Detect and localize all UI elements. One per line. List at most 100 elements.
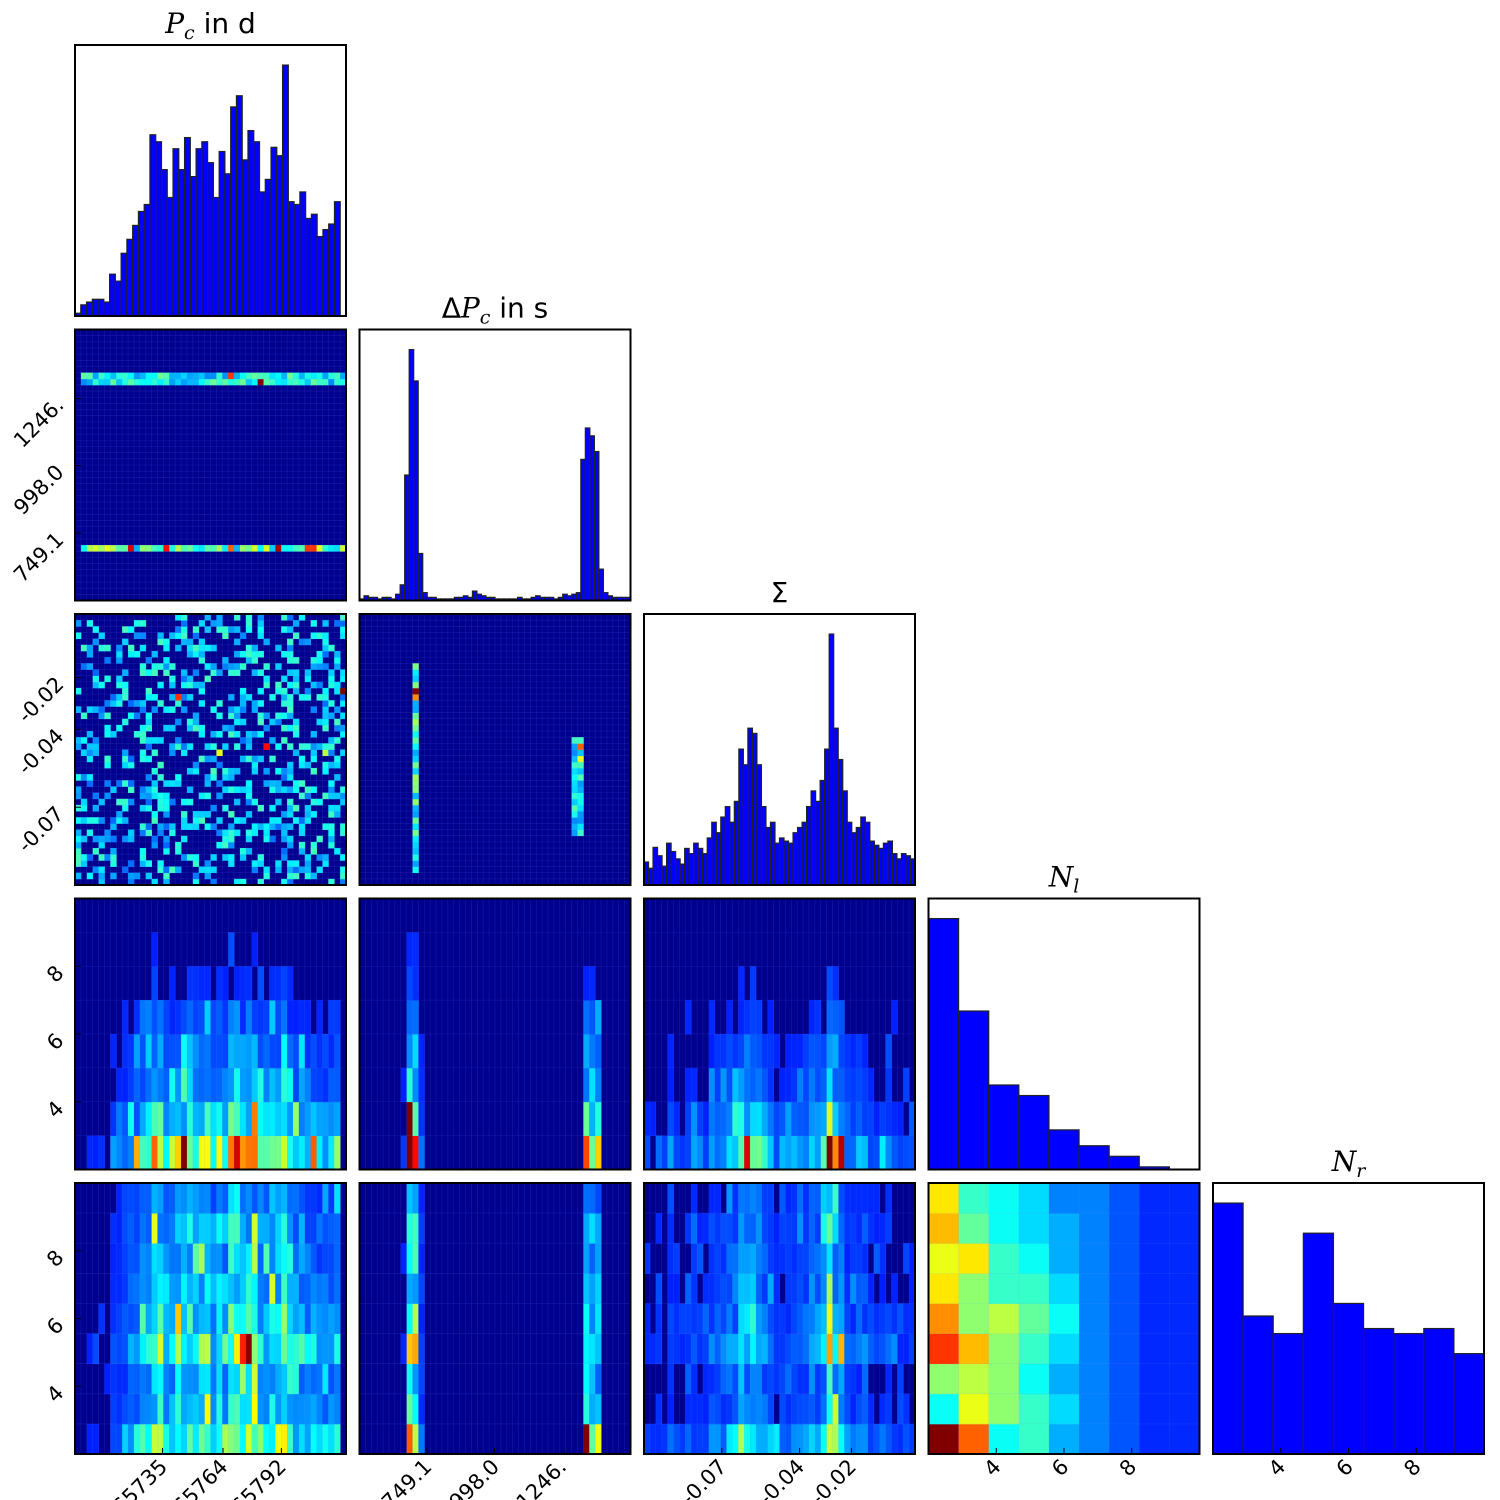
heatmap-cell [198,1101,206,1137]
heatmap-cell [328,1303,335,1334]
heatmap-cell [192,1000,200,1035]
heatmap-cell [732,1034,739,1069]
hist-bar [108,273,116,317]
heatmap-cell [595,1135,602,1170]
heatmap-cell [104,545,111,552]
heatmap-cell [257,632,264,640]
heatmap-cell [322,1213,329,1244]
heatmap-cell [239,700,247,707]
heatmap-cell [838,1034,845,1069]
heatmap-cell [744,1363,751,1395]
heatmap-cell [928,1423,960,1455]
heatmap-cell [667,1034,674,1069]
hist-bar [293,203,301,317]
hist-bar [846,821,853,886]
heatmap-cell [328,737,335,744]
heatmap-cell [418,1243,425,1274]
heatmap-cell [122,1393,129,1425]
heatmap-cell [838,1333,845,1365]
y-tick-label-nl: 4 [42,1096,68,1122]
heatmap-cell [163,1034,170,1069]
heatmap-cell [820,1243,828,1274]
heatmap-cell [334,1213,341,1244]
heatmap-cell [832,1101,839,1137]
heatmap-cell [779,1183,786,1214]
heatmap-cell [163,1067,170,1103]
heatmap-cell [157,1213,164,1244]
heatmap-cell [316,835,323,843]
heatmap-cell [145,1101,152,1137]
heatmap-cell [292,1333,300,1365]
heatmap-cell [298,1135,306,1170]
heatmap-cell [571,755,578,763]
heatmap-cell [702,1303,710,1334]
heatmap-cell [826,1333,833,1365]
heatmap-cell [216,829,223,837]
heatmap-cell [186,1243,194,1274]
heatmap-cell [275,1303,282,1334]
title-suffix-dpc: in s [490,292,548,325]
heatmap-cell [281,1303,288,1334]
heatmap-cell [340,620,347,627]
heatmap-cell [292,1423,300,1455]
heatmap-cell [269,780,276,787]
heatmap-cell [844,1393,851,1425]
heatmap-cell [655,1273,663,1304]
heatmap-cell [655,1423,663,1455]
heatmap-cell [263,823,270,830]
hist-nr [1212,1182,1485,1455]
heatmap-cell [885,1333,892,1365]
heatmap-cell [316,1000,323,1035]
heatmap-cell [820,1183,828,1214]
heatmap-cell [210,545,217,552]
heatmap-cell [169,1067,176,1103]
heatmap-cell [310,1101,317,1137]
heatmap-cell [334,1423,341,1455]
heatmap-cell [245,1423,253,1455]
heatmap-cell [891,1000,898,1035]
heatmap-cell [245,848,253,855]
heatmap-cell [316,657,323,664]
heatmap-cell [75,817,82,824]
heatmap-cell [110,731,117,738]
heatmap-cell [720,1333,727,1365]
heatmap-cell [761,1034,769,1069]
heatmap-cell [239,1363,247,1395]
heatmap-cell [104,780,111,787]
x-tick-label-dpc: 998.0 [445,1455,504,1500]
heatmap-cell [128,1423,135,1455]
heatmap-cell [334,378,341,386]
heatmap-cell [139,792,147,800]
hist-bar [837,758,844,886]
heatmap-cell [104,854,111,861]
heatmap-cell [281,372,288,380]
heatmap-cell [216,780,223,787]
heatmap-cell [169,1333,176,1365]
heatmap-cell [239,848,247,855]
heatmap-cell [334,681,341,689]
heatmap-cell [263,780,270,787]
heatmap-cell [204,1303,211,1334]
heatmap-cell [328,1183,335,1214]
heatmap-cell [850,1101,857,1137]
heatmap-cell [186,786,194,794]
heatmap-cell [667,1333,674,1365]
heatmap-pc-sigma [74,613,347,886]
heatmap-cell [216,1067,223,1103]
heatmap-cell [204,1363,211,1395]
heatmap-cell [234,1303,241,1334]
heatmap-frame [358,897,632,1171]
heatmap-cell [210,669,217,676]
heatmap-cell [738,1243,745,1274]
heatmap-cell [192,966,200,1001]
heatmap-cell [838,1135,845,1170]
heatmap-cell [175,545,182,552]
heatmap-cell [281,1393,288,1425]
heatmap-cell [826,1101,833,1137]
heatmap-cell [583,1333,590,1365]
heatmap-cell [92,749,99,757]
heatmap-cell [228,1243,235,1274]
heatmap-cell [204,372,211,380]
heatmap-cell [169,1101,176,1137]
heatmap-cell [251,669,259,676]
